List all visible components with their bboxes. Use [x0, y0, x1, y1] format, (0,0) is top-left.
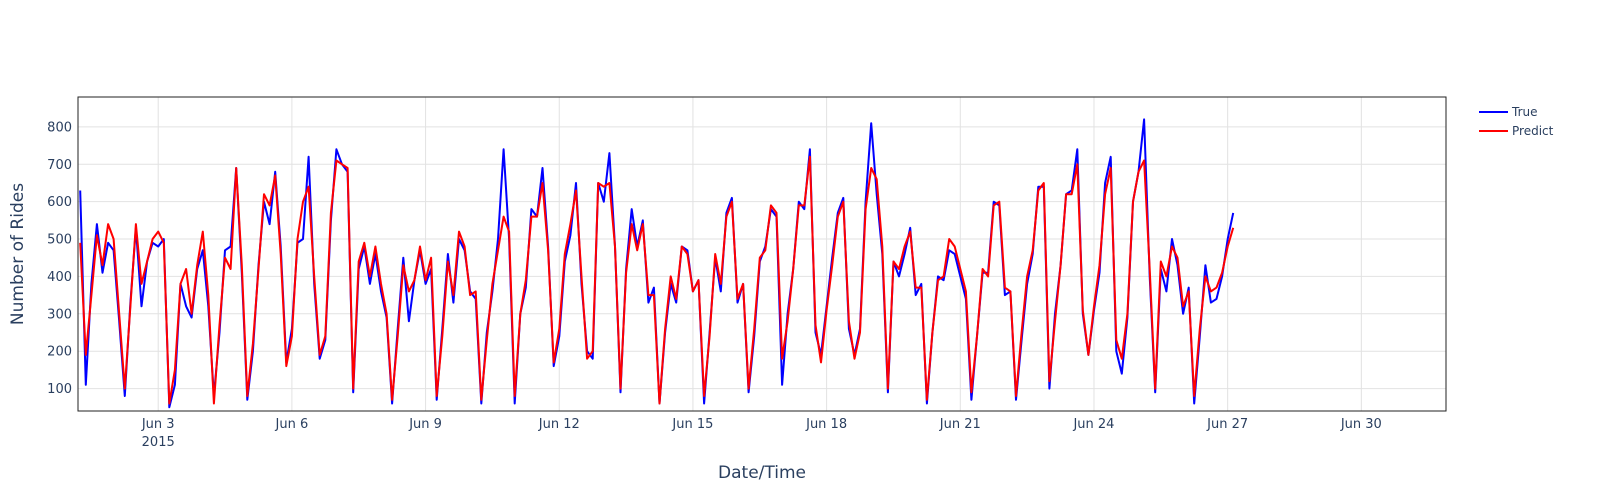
- x-tick-year-label: 2015: [142, 435, 175, 450]
- y-axis-title: Number of Rides: [8, 183, 28, 325]
- y-tick-label: 300: [47, 307, 72, 322]
- legend-item-true[interactable]: True: [1479, 105, 1538, 119]
- y-tick-label: 800: [47, 120, 72, 135]
- series-lines: [79, 118, 1235, 409]
- y-tick-label: 400: [47, 270, 72, 285]
- y-tick-label: 700: [47, 158, 72, 173]
- legend-label-predict: Predict: [1512, 124, 1554, 138]
- y-tick-label: 100: [47, 382, 72, 397]
- series-line-predict: [79, 155, 1235, 405]
- x-tick-label: Jun 21: [939, 417, 981, 432]
- y-tick-label: 200: [47, 345, 72, 360]
- y-tick-label: 500: [47, 233, 72, 248]
- plot-frame: [77, 96, 1447, 412]
- x-tick-label: Jun 15: [671, 417, 713, 432]
- x-tick-label: Jun 18: [805, 417, 847, 432]
- legend-label-true: True: [1511, 105, 1538, 119]
- x-tick-label: Jun 27: [1206, 417, 1248, 432]
- x-tick-label: Jun 30: [1340, 417, 1382, 432]
- x-tick-label: Jun 24: [1072, 417, 1114, 432]
- legend[interactable]: True Predict: [1479, 105, 1554, 138]
- y-axis-ticks: 100 200 300 400 500 600 700 800: [47, 120, 72, 397]
- x-tick-label: Jun 3: [141, 417, 175, 432]
- legend-item-predict[interactable]: Predict: [1479, 124, 1554, 138]
- x-axis-title: Date/Time: [718, 463, 806, 483]
- x-tick-label: Jun 12: [538, 417, 580, 432]
- x-tick-label: Jun 6: [275, 417, 309, 432]
- x-tick-label: Jun 9: [408, 417, 442, 432]
- x-axis-ticks: Jun 3 2015 Jun 6 Jun 9 Jun 12 Jun 15 Jun 18 Jun…: [141, 417, 1382, 450]
- y-tick-label: 600: [47, 195, 72, 210]
